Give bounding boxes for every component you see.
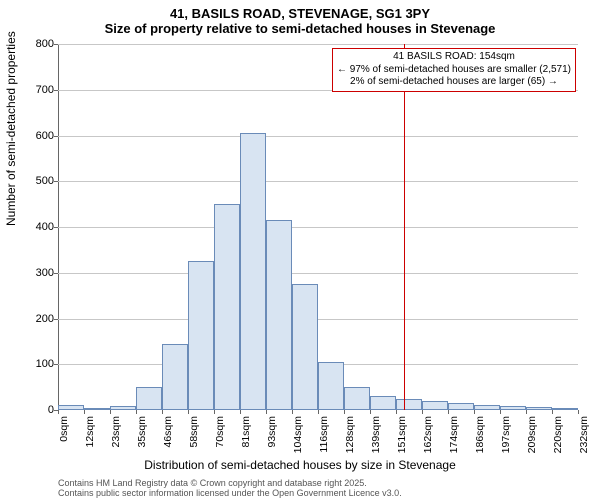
histogram-bar	[84, 408, 110, 410]
xtick-label: 35sqm	[136, 416, 148, 456]
xtick-mark	[136, 410, 137, 414]
annotation-line2: ← 97% of semi-detached houses are smalle…	[337, 64, 571, 77]
attribution-text: Contains HM Land Registry data © Crown c…	[58, 478, 402, 499]
annotation-line1: 41 BASILS ROAD: 154sqm	[337, 51, 571, 64]
histogram-bar	[526, 407, 552, 410]
xtick-label: 12sqm	[84, 416, 96, 456]
ytick-mark	[54, 319, 58, 320]
gridline	[58, 319, 578, 320]
ytick-label: 700	[14, 84, 54, 96]
ytick-mark	[54, 181, 58, 182]
ytick-label: 800	[14, 38, 54, 50]
xtick-mark	[266, 410, 267, 414]
attribution-line2: Contains public sector information licen…	[58, 488, 402, 498]
chart-title-line1: 41, BASILS ROAD, STEVENAGE, SG1 3PY	[0, 0, 600, 21]
histogram-bar	[292, 284, 318, 410]
xtick-label: 162sqm	[422, 416, 434, 456]
gridline	[58, 181, 578, 182]
histogram-bar	[318, 362, 344, 410]
ytick-label: 400	[14, 221, 54, 233]
gridline	[58, 44, 578, 45]
xtick-mark	[84, 410, 85, 414]
ytick-mark	[54, 136, 58, 137]
xtick-mark	[578, 410, 579, 414]
histogram-bar	[110, 406, 136, 410]
gridline	[58, 273, 578, 274]
xtick-label: 116sqm	[318, 416, 330, 456]
xtick-mark	[240, 410, 241, 414]
xtick-label: 128sqm	[344, 416, 356, 456]
histogram-bar	[344, 387, 370, 410]
xtick-mark	[500, 410, 501, 414]
xtick-mark	[396, 410, 397, 414]
x-axis-label: Distribution of semi-detached houses by …	[0, 458, 600, 472]
ytick-mark	[54, 364, 58, 365]
xtick-label: 186sqm	[474, 416, 486, 456]
histogram-bar	[396, 399, 422, 410]
ytick-mark	[54, 90, 58, 91]
attribution-line1: Contains HM Land Registry data © Crown c…	[58, 478, 402, 488]
histogram-bar	[448, 403, 474, 410]
histogram-bar	[266, 220, 292, 410]
plot-area	[58, 44, 578, 410]
histogram-bar	[240, 133, 266, 410]
xtick-label: 104sqm	[292, 416, 304, 456]
xtick-mark	[162, 410, 163, 414]
xtick-mark	[422, 410, 423, 414]
xtick-label: 58sqm	[188, 416, 200, 456]
xtick-label: 93sqm	[266, 416, 278, 456]
gridline	[58, 136, 578, 137]
histogram-bar	[500, 406, 526, 410]
xtick-mark	[214, 410, 215, 414]
histogram-bar	[552, 408, 578, 410]
ytick-mark	[54, 273, 58, 274]
xtick-label: 232sqm	[578, 416, 590, 456]
histogram-bar	[474, 405, 500, 410]
chart-title-line2: Size of property relative to semi-detach…	[0, 21, 600, 40]
xtick-label: 197sqm	[500, 416, 512, 456]
histogram-bar	[162, 344, 188, 410]
xtick-mark	[370, 410, 371, 414]
annotation-box: 41 BASILS ROAD: 154sqm← 97% of semi-deta…	[332, 48, 576, 92]
histogram-bar	[214, 204, 240, 410]
xtick-label: 81sqm	[240, 416, 252, 456]
ytick-label: 500	[14, 175, 54, 187]
xtick-label: 209sqm	[526, 416, 538, 456]
xtick-label: 220sqm	[552, 416, 564, 456]
xtick-label: 0sqm	[58, 416, 70, 456]
chart-container: 41, BASILS ROAD, STEVENAGE, SG1 3PY Size…	[0, 0, 600, 500]
xtick-mark	[188, 410, 189, 414]
xtick-mark	[552, 410, 553, 414]
xtick-mark	[110, 410, 111, 414]
ytick-label: 600	[14, 130, 54, 142]
ytick-label: 0	[14, 404, 54, 416]
xtick-label: 174sqm	[448, 416, 460, 456]
annotation-line3: 2% of semi-detached houses are larger (6…	[337, 76, 571, 89]
xtick-mark	[474, 410, 475, 414]
xtick-mark	[58, 410, 59, 414]
xtick-mark	[318, 410, 319, 414]
histogram-bar	[136, 387, 162, 410]
xtick-label: 139sqm	[370, 416, 382, 456]
ytick-label: 100	[14, 358, 54, 370]
xtick-label: 70sqm	[214, 416, 226, 456]
xtick-mark	[344, 410, 345, 414]
xtick-mark	[448, 410, 449, 414]
ytick-mark	[54, 227, 58, 228]
xtick-label: 23sqm	[110, 416, 122, 456]
histogram-bar	[370, 396, 396, 410]
histogram-bar	[58, 405, 84, 410]
xtick-mark	[526, 410, 527, 414]
histogram-bar	[422, 401, 448, 410]
gridline	[58, 227, 578, 228]
ytick-label: 200	[14, 313, 54, 325]
xtick-label: 46sqm	[162, 416, 174, 456]
marker-line	[404, 44, 405, 410]
histogram-bar	[188, 261, 214, 410]
xtick-label: 151sqm	[396, 416, 408, 456]
ytick-label: 300	[14, 267, 54, 279]
xtick-mark	[292, 410, 293, 414]
ytick-mark	[54, 44, 58, 45]
